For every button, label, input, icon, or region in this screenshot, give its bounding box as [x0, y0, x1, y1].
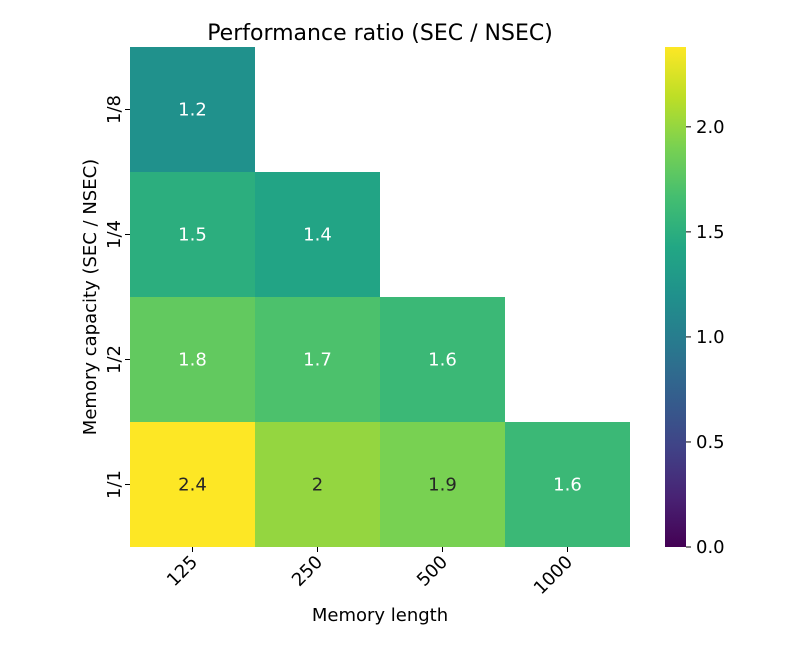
y-tick-label: 1/2 — [104, 345, 125, 374]
colorbar — [665, 47, 686, 547]
x-tick-label: 1000 — [530, 552, 577, 599]
y-axis-label: Memory capacity (SEC / NSEC) — [80, 159, 101, 435]
cell-value-label: 1.5 — [178, 225, 207, 246]
cell-value-label: 1.2 — [178, 100, 207, 121]
x-tick-labels: 125 250 500 1000 — [163, 547, 577, 599]
cell-value-label: 1.8 — [178, 350, 207, 371]
heatmap-cell — [505, 422, 630, 547]
cell-value-label: 2 — [312, 475, 323, 496]
heatmap-cell — [255, 297, 380, 422]
heatmap-cell — [130, 422, 255, 547]
colorbar-tick-label: 2.0 — [696, 117, 725, 138]
y-tick-label: 1/1 — [104, 470, 125, 499]
cell-value-label: 1.4 — [303, 225, 332, 246]
y-tick-labels: 1/8 1/4 1/2 1/1 — [104, 95, 130, 499]
cell-value-label: 1.9 — [428, 475, 457, 496]
cell-value-label: 1.6 — [553, 475, 582, 496]
colorbar-ticks: 0.0 0.5 1.0 1.5 2.0 — [686, 117, 725, 558]
heatmap-cell — [380, 297, 505, 422]
heatmap-cell — [255, 422, 380, 547]
chart-title: Performance ratio (SEC / NSEC) — [207, 21, 553, 46]
x-tick-label: 250 — [288, 552, 327, 591]
x-tick-label: 500 — [413, 552, 452, 591]
colorbar-tick-label: 1.5 — [696, 222, 725, 243]
colorbar-tick-label: 0.0 — [696, 537, 725, 558]
colorbar-tick-label: 0.5 — [696, 432, 725, 453]
x-axis-label: Memory length — [312, 605, 448, 626]
y-tick-label: 1/4 — [104, 220, 125, 249]
heatmap-cell — [130, 47, 255, 172]
x-tick-label: 125 — [163, 552, 202, 591]
heatmap-cells: 1.2 1.5 1.4 1.8 1.7 1.6 2.4 2 1.9 1.6 — [130, 47, 630, 547]
heatmap-cell — [130, 297, 255, 422]
heatmap-cell — [255, 172, 380, 297]
cell-value-label: 1.6 — [428, 350, 457, 371]
colorbar-tick-label: 1.0 — [696, 327, 725, 348]
heatmap-cell — [380, 422, 505, 547]
cell-value-label: 2.4 — [178, 475, 207, 496]
y-tick-label: 1/8 — [104, 95, 125, 124]
cell-value-label: 1.7 — [303, 350, 332, 371]
heatmap-cell — [130, 172, 255, 297]
